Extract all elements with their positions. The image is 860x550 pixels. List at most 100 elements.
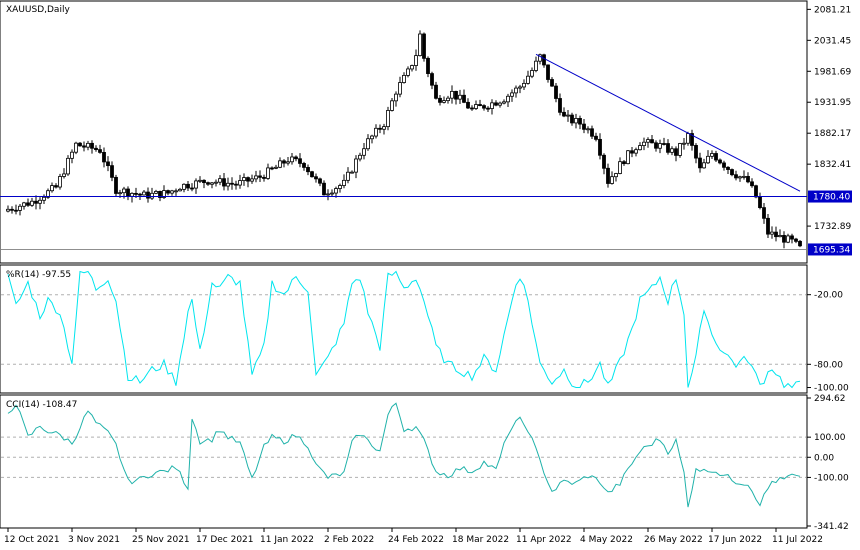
price-tick-label: 2031.45: [814, 36, 851, 46]
support-price-badge-bg: [808, 190, 852, 203]
candle-body: [438, 97, 442, 103]
candle-body: [538, 54, 542, 62]
candle-body: [646, 139, 650, 143]
candle-body: [426, 57, 430, 74]
x-tick-label: 24 Feb 2022: [388, 535, 444, 545]
candle-body: [274, 166, 278, 169]
candle-body: [510, 92, 514, 97]
candle-body: [710, 153, 714, 157]
candle-body: [94, 147, 98, 151]
candle-body: [798, 240, 802, 247]
candle-body: [282, 160, 286, 164]
candle-body: [570, 114, 574, 124]
candle-body: [322, 182, 326, 196]
candle-body: [374, 127, 378, 137]
candle-body: [618, 161, 622, 174]
candle-body: [174, 190, 178, 193]
candle-body: [162, 190, 166, 198]
candle-body: [246, 177, 250, 182]
candle-body: [346, 171, 350, 181]
candle-body: [82, 145, 86, 148]
price-tick-label: 1981.69: [814, 67, 851, 77]
candle-body: [410, 65, 414, 70]
candle-body: [562, 111, 566, 117]
trendline: [535, 53, 801, 192]
cci-tick-label: -100.00: [814, 473, 849, 483]
candle-body: [530, 70, 534, 77]
candle-body: [286, 161, 290, 164]
candle-body: [210, 182, 214, 185]
price-tick-label: 1832.41: [814, 160, 851, 170]
candle-body: [642, 141, 646, 146]
candle-body: [370, 135, 374, 140]
candle-body: [690, 133, 694, 146]
candle-body: [202, 179, 206, 184]
candle-body: [506, 95, 510, 103]
candle-body: [126, 188, 130, 197]
candle-body: [670, 148, 674, 153]
candle-body: [314, 176, 318, 180]
candle-body: [758, 196, 762, 209]
candle-body: [446, 97, 450, 102]
candle-body: [582, 123, 586, 130]
candle-body: [134, 192, 138, 195]
candle-body: [682, 142, 686, 145]
candle-body: [654, 142, 658, 149]
candle-body: [206, 182, 210, 185]
candle-body: [554, 85, 558, 99]
candle-body: [398, 82, 402, 95]
candle-body: [626, 150, 630, 165]
candle-body: [686, 133, 690, 144]
candle-body: [790, 235, 794, 240]
candle-body: [250, 178, 254, 182]
candle-body: [102, 152, 106, 163]
candle-body: [658, 143, 662, 149]
x-tick-label: 17 Dec 2021: [196, 535, 254, 545]
candle-body: [42, 196, 46, 201]
candle-body: [750, 181, 754, 187]
candle-body: [422, 33, 426, 59]
candle-body: [762, 207, 766, 219]
candle-body: [258, 175, 262, 178]
candle-body: [542, 54, 546, 66]
price-tick-label: 1882.17: [814, 129, 851, 139]
price-tick-label: 2081.21: [814, 5, 851, 15]
candle-body: [722, 162, 726, 168]
candle-body: [270, 167, 274, 170]
candle-body: [194, 180, 198, 189]
cci-tick-label: -341.42: [814, 522, 849, 532]
candle-body: [58, 176, 62, 188]
candle-body: [254, 175, 258, 180]
candle-body: [138, 193, 142, 196]
candle-body: [218, 178, 222, 183]
candle-body: [54, 185, 58, 188]
candle-body: [306, 167, 310, 173]
candle-body: [770, 231, 774, 235]
candle-body: [170, 190, 174, 194]
candle-body: [78, 142, 82, 147]
wr-layer: [1, 270, 806, 389]
wr-series-line: [7, 270, 801, 389]
cci-panel-title: CCI(14) -108.47: [6, 400, 77, 410]
candle-body: [142, 191, 146, 196]
candle-body: [90, 142, 94, 149]
candle-body: [46, 190, 50, 198]
candle-body: [182, 183, 186, 190]
candle-body: [362, 148, 366, 156]
candle-body: [534, 60, 538, 71]
candle-body: [402, 74, 406, 83]
candle-body: [190, 187, 194, 190]
x-tick-label: 17 Jun 2022: [708, 535, 762, 545]
candle-body: [330, 192, 334, 195]
candle-body: [198, 179, 202, 182]
x-tick-label: 11 Jan 2022: [260, 535, 314, 545]
candle-body: [122, 188, 126, 194]
candle-body: [38, 199, 42, 204]
candle-body: [238, 180, 242, 186]
candle-body: [350, 171, 354, 174]
candle-body: [382, 126, 386, 130]
candle-body: [154, 191, 158, 194]
candle-body: [778, 235, 782, 238]
candle-body: [674, 148, 678, 156]
